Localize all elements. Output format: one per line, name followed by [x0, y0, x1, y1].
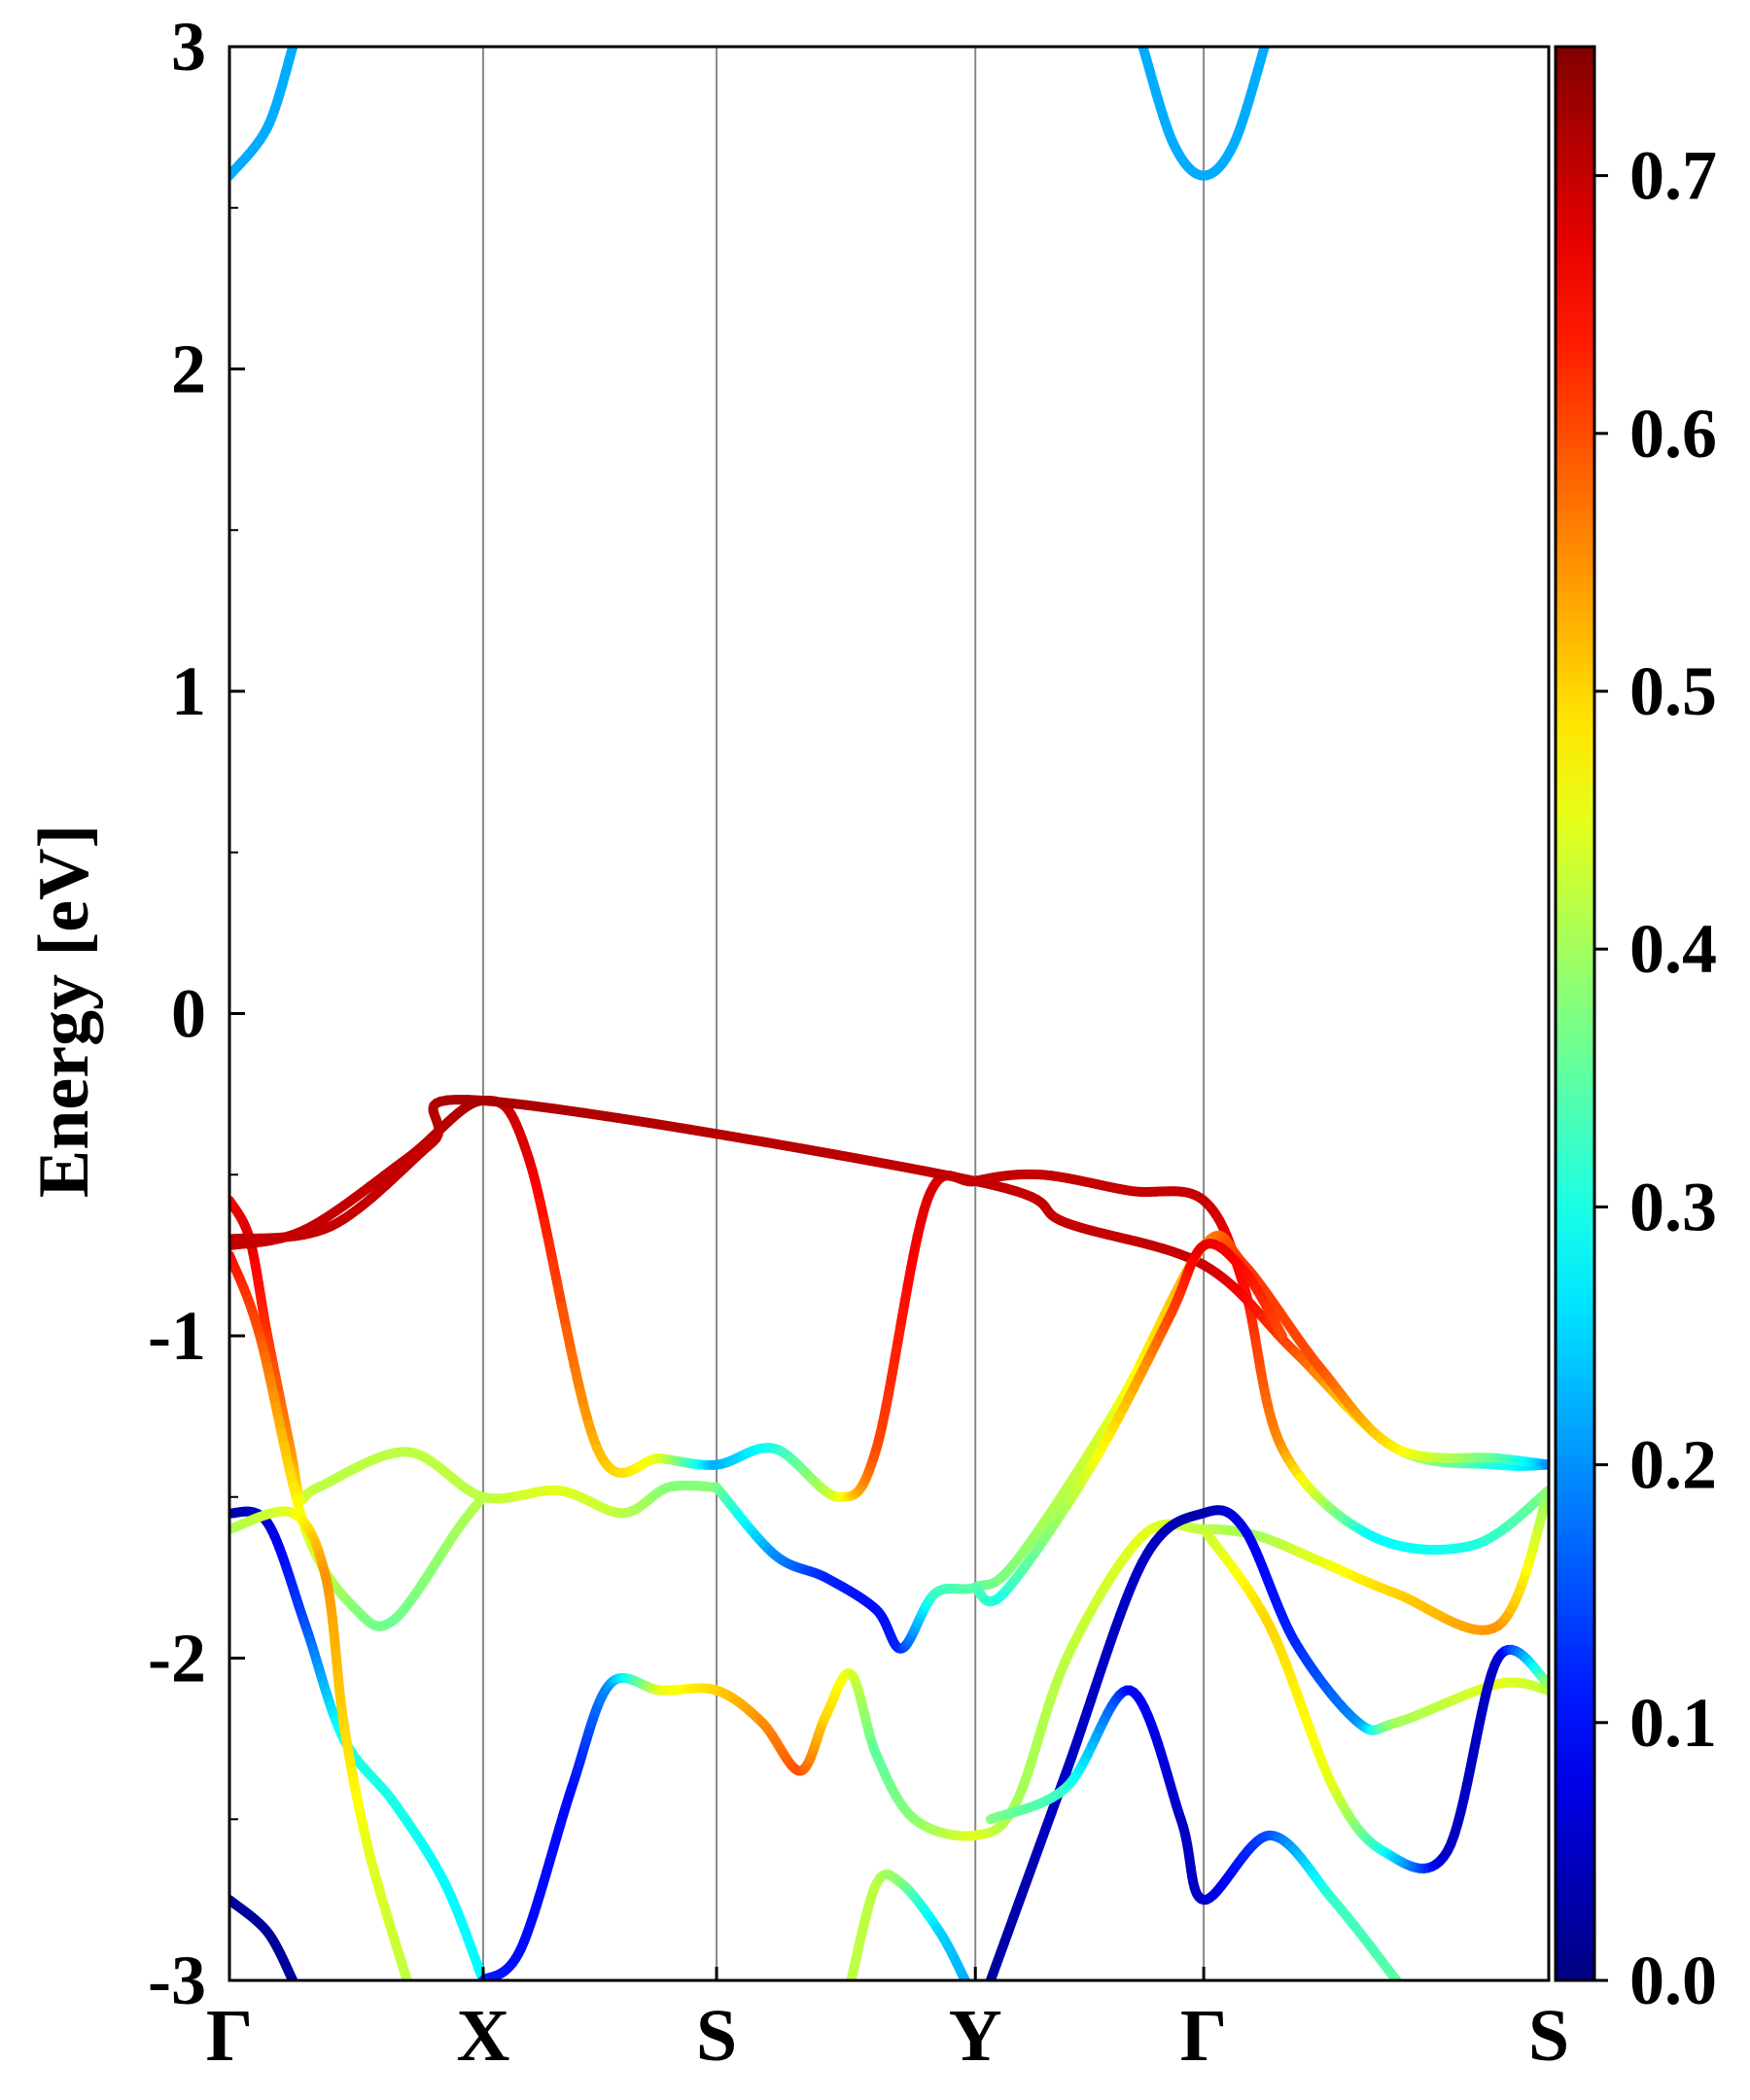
band-v10: [985, 1505, 1549, 1980]
band-lines: [229, 47, 1549, 1980]
y-tick-label: -3: [148, 1942, 206, 2019]
band-v3-segment: [795, 1143, 842, 1160]
band-v8: [970, 1239, 1287, 1607]
band-v5: [229, 1506, 488, 1980]
band-v3-segment: [612, 1112, 658, 1129]
colorbar-tick-label: 0.2: [1629, 1426, 1717, 1504]
band-v3-segment: [758, 1137, 806, 1154]
colorbar-tick-label: 0.0: [1629, 1942, 1717, 2019]
x-tick-label: X: [457, 1995, 510, 2077]
colorbar-tick-label: 0.3: [1629, 1168, 1717, 1245]
x-tick-label: S: [1528, 1995, 1569, 2077]
band-v2: [229, 1096, 1549, 1556]
x-tick-label: Γ: [1180, 1995, 1227, 2077]
band-v3-segment: [865, 1156, 907, 1172]
x-tick-label: Y: [949, 1995, 1002, 2077]
x-tick-label: S: [696, 1995, 737, 2077]
y-axis-label: Energy [eV]: [24, 824, 104, 1198]
colorbar-tick-label: 0.4: [1629, 910, 1717, 988]
y-tick-label: 1: [171, 652, 206, 730]
colorbar-gradient: [1554, 45, 1596, 1982]
band-v12: [1199, 1523, 1549, 1873]
band-v3-segment: [684, 1124, 732, 1141]
band-v6: [229, 1506, 412, 1980]
band-v3: [229, 1095, 1549, 1471]
colorbar-tick-label: 0.1: [1629, 1684, 1717, 1762]
band-v9: [477, 1486, 1549, 1980]
band-v3-segment: [721, 1131, 769, 1147]
band-v3-segment: [831, 1149, 876, 1167]
x-tick-label: Γ: [206, 1995, 253, 2077]
colorbar-tick-label: 0.7: [1629, 137, 1717, 215]
band-c2: [1138, 47, 1270, 181]
colorbar-tick-label: 0.6: [1629, 395, 1717, 472]
band-v4-segment: [477, 1491, 488, 1503]
y-axis: -3 -2 -1 0 1 2 3: [148, 8, 245, 2019]
y-tick-label: -2: [148, 1620, 206, 1698]
y-tick-label: 3: [171, 8, 206, 86]
band-v3-segment: [648, 1118, 695, 1135]
band-v14: [846, 1869, 970, 1980]
band-v13: [229, 1895, 298, 1980]
plot-frame: [228, 45, 1551, 1982]
y-tick-label: 0: [171, 975, 206, 1053]
colorbar-tick-label: 0.5: [1629, 652, 1717, 730]
band-v3-segment: [548, 1103, 590, 1118]
band-v3-segment: [579, 1107, 623, 1123]
band-c1: [229, 47, 298, 181]
band-v8-segment: [1276, 1328, 1287, 1341]
band-v11: [985, 1685, 1402, 1980]
colorbar: 0.0 0.1 0.2 0.3 0.4 0.5 0.6 0.7: [1554, 45, 1717, 2019]
y-tick-label: -1: [148, 1297, 206, 1375]
y-tick-label: 2: [171, 331, 206, 408]
high-symmetry-lines: [481, 47, 1206, 1980]
